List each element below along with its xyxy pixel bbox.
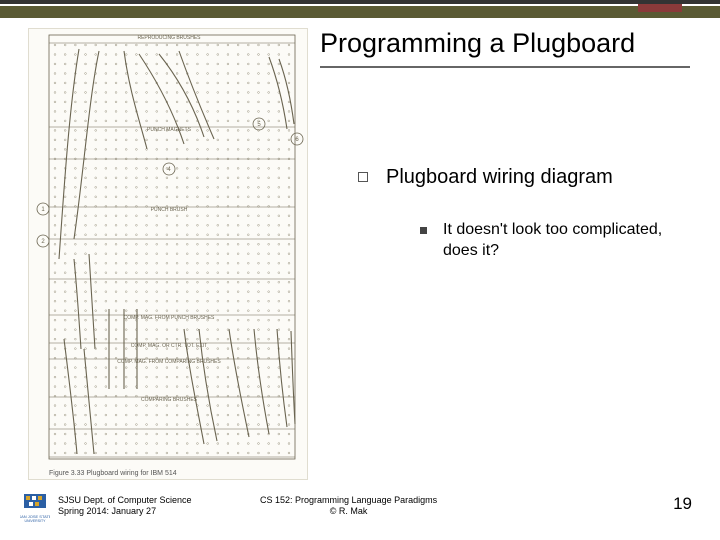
footer-dept-line2: Spring 2014: January 27 bbox=[58, 506, 192, 518]
bullet-level2: It doesn't look too complicated, does it… bbox=[420, 220, 673, 262]
filled-square-bullet-icon bbox=[420, 227, 427, 234]
top-bar-group bbox=[0, 0, 720, 18]
top-bar-accent bbox=[638, 4, 682, 12]
bullet2-text: It doesn't look too complicated, does it… bbox=[443, 220, 673, 262]
square-bullet-icon bbox=[358, 172, 368, 182]
title-underline bbox=[320, 66, 690, 68]
svg-text:PUNCH BRUSH: PUNCH BRUSH bbox=[151, 207, 188, 213]
top-bar-olive bbox=[0, 4, 720, 18]
footer-course-line1: CS 152: Programming Language Paradigms bbox=[260, 495, 437, 507]
plugboard-diagram: REPRODUCING BRUSHES PUNCH MAGNETS PUNCH BR… bbox=[28, 28, 308, 480]
footer-dept-line1: SJSU Dept. of Computer Science bbox=[58, 495, 192, 507]
svg-text:COMP. MAG. FROM COMPARING BRUS: COMP. MAG. FROM COMPARING BRUSHES bbox=[117, 359, 221, 365]
svg-text:1: 1 bbox=[41, 207, 45, 213]
svg-text:2: 2 bbox=[41, 239, 45, 245]
svg-text:PUNCH MAGNETS: PUNCH MAGNETS bbox=[147, 127, 192, 133]
bullet-level1: Plugboard wiring diagram bbox=[358, 166, 613, 189]
slide-title: Programming a Plugboard bbox=[320, 28, 690, 59]
bullet1-text: Plugboard wiring diagram bbox=[386, 166, 613, 189]
svg-text:COMPARING BRUSHES: COMPARING BRUSHES bbox=[141, 397, 198, 403]
sjsu-logo-icon: SAN JOSE STATE UNIVERSITY bbox=[20, 492, 50, 522]
footer-dept: SJSU Dept. of Computer Science Spring 20… bbox=[58, 495, 192, 518]
svg-text:COMP. MAG. OR CTR. TOT. EXIT: COMP. MAG. OR CTR. TOT. EXIT bbox=[131, 343, 207, 349]
svg-text:4: 4 bbox=[167, 167, 171, 173]
svg-text:UNIVERSITY: UNIVERSITY bbox=[24, 519, 46, 522]
svg-text:Figure 3.33 Plugboard wiring: Figure 3.33 Plugboard wiring for IBM 514 bbox=[49, 470, 177, 477]
svg-text:6: 6 bbox=[295, 137, 299, 143]
page-number: 19 bbox=[673, 494, 692, 514]
svg-text:REPRODUCING BRUSHES: REPRODUCING BRUSHES bbox=[137, 35, 201, 41]
footer-course: CS 152: Programming Language Paradigms ©… bbox=[260, 495, 437, 518]
footer-course-line2: © R. Mak bbox=[260, 506, 437, 518]
footer: SAN JOSE STATE UNIVERSITY SJSU Dept. of … bbox=[0, 486, 720, 526]
